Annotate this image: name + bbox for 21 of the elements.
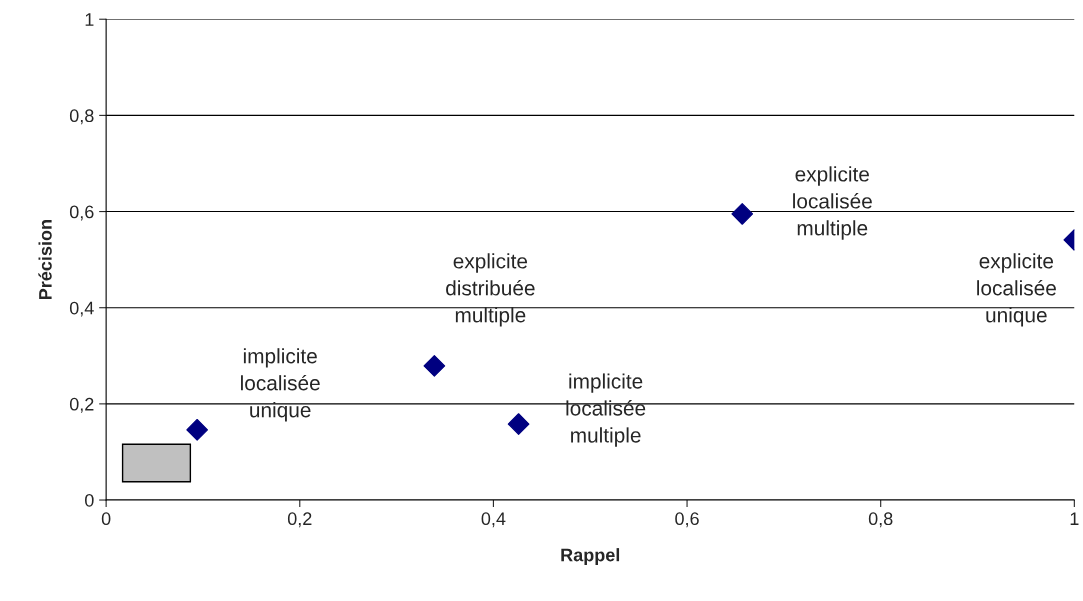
y-tick-label: 0,6 [69, 205, 94, 221]
annotation: implicite localisée unique [241, 348, 320, 422]
x-tick-label: 1 [1070, 512, 1079, 525]
x-tick-label: 0,8 [868, 512, 893, 528]
y-tick-label: 1 [85, 13, 94, 26]
x-axis-title: Rappel [561, 548, 620, 565]
x-tick-label: 0 [101, 512, 111, 526]
annotation: explicite localisée multiple [793, 166, 872, 240]
point [423, 355, 446, 377]
x-tick-label: 0,2 [287, 512, 312, 528]
point [507, 413, 530, 435]
y-tick-label: 0 [84, 493, 94, 507]
y-tick-label: 0,2 [69, 397, 94, 413]
annotation: explicite distribuée multiple [446, 253, 535, 327]
y-axis-title: Précision [38, 220, 52, 300]
annotation: explicite localisée unique [977, 253, 1056, 327]
y-tick-label: 0,4 [69, 301, 94, 317]
point [186, 418, 209, 441]
x-tick-label: 0,6 [675, 512, 699, 528]
x-tick-label: 0,4 [481, 512, 506, 528]
y-tick-label: 0,8 [69, 109, 94, 125]
